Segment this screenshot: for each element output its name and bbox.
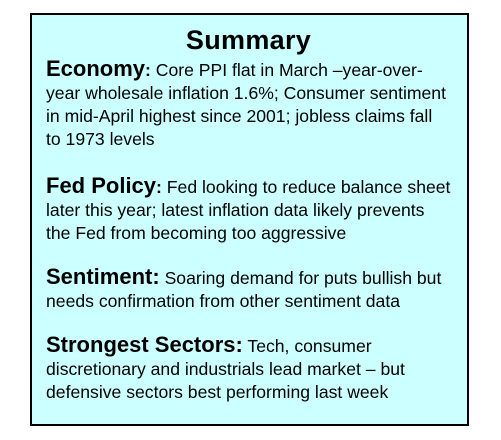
- section-economy: Economy: Core PPI flat in March –year-ov…: [46, 57, 451, 151]
- section-body: Fed Policy: Fed looking to reduce balanc…: [46, 174, 451, 245]
- summary-box: Summary Economy: Core PPI flat in March …: [30, 13, 469, 426]
- section-heading-economy: Economy: [46, 56, 146, 81]
- heading-separator: :: [145, 60, 151, 80]
- section-sentiment: Sentiment: Soaring demand for puts bulli…: [46, 265, 451, 313]
- section-body: Economy: Core PPI flat in March –year-ov…: [46, 57, 451, 151]
- section-text-strongest-sectors: Tech, consumer discretionary and industr…: [46, 336, 405, 402]
- section-text-fed-policy: Fed looking to reduce balance sheet late…: [46, 177, 451, 243]
- section-strongest-sectors: Strongest Sectors: Tech, consumer discre…: [46, 333, 451, 404]
- heading-separator: :: [156, 177, 162, 197]
- section-heading-fed-policy: Fed Policy: [46, 173, 157, 198]
- section-fed-policy: Fed Policy: Fed looking to reduce balanc…: [46, 174, 451, 245]
- section-heading-sentiment: Sentiment:: [46, 264, 160, 289]
- section-body: Strongest Sectors: Tech, consumer discre…: [46, 333, 451, 404]
- section-body: Sentiment: Soaring demand for puts bulli…: [46, 265, 451, 313]
- section-text-economy: Core PPI flat in March –year-over-year w…: [46, 60, 446, 149]
- section-heading-strongest-sectors: Strongest Sectors:: [46, 332, 243, 357]
- summary-title: Summary: [185, 25, 312, 55]
- section-text-sentiment: Soaring demand for puts bullish but need…: [46, 268, 442, 311]
